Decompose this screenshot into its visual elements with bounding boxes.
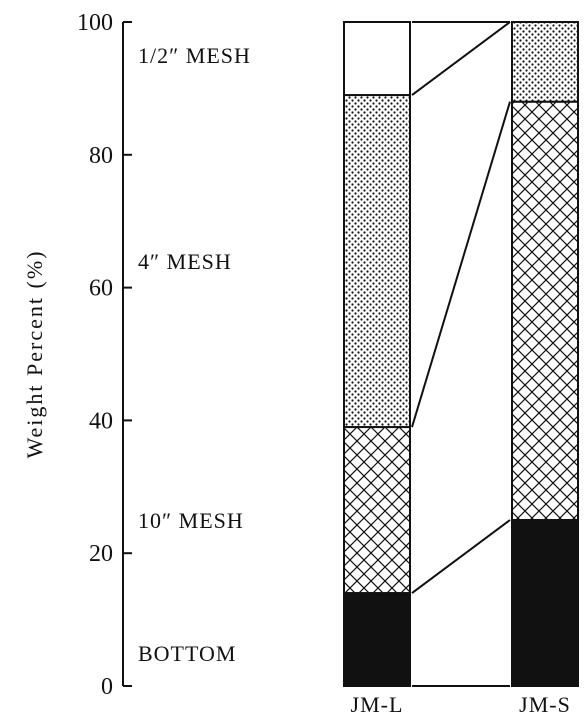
bar-outline: [511, 21, 579, 687]
bars: JM-L JM-S: [343, 21, 579, 717]
y-tick-label: 60: [89, 276, 113, 302]
connector-lines: [411, 21, 511, 687]
y-axis-title: Weight Percent (%): [22, 250, 47, 459]
y-tick-label: 20: [89, 541, 113, 567]
segment-label: 1/2″ MESH: [138, 43, 251, 68]
y-axis: 0 20 40 60 80 100 Weight Percent (%): [22, 10, 132, 700]
bar-segment: [511, 519, 579, 687]
category-label: JM-L: [351, 692, 404, 717]
category-label: JM-S: [519, 692, 571, 717]
y-tick-label: 100: [77, 10, 113, 36]
y-tick-label: 0: [101, 674, 113, 700]
bar-segment: [343, 592, 411, 687]
bar-outline: [343, 21, 411, 687]
bar-segment: [511, 100, 579, 522]
segment-label: 10″ MESH: [138, 508, 244, 533]
connector-line: [411, 519, 511, 594]
y-tick-label: 80: [89, 143, 113, 169]
bar-segment: [343, 94, 411, 429]
connector-line: [411, 101, 511, 428]
labels: 1/2″ MESH 4″ MESH 10″ MESH BOTTOM: [138, 43, 251, 666]
segment-label: BOTTOM: [138, 641, 237, 666]
bar-segment: [511, 21, 579, 103]
bar-segment: [343, 21, 411, 97]
y-tick-label: 40: [89, 408, 113, 434]
bar-segment: [343, 426, 411, 595]
segment-label: 4″ MESH: [138, 249, 232, 274]
connector-line: [411, 21, 511, 96]
